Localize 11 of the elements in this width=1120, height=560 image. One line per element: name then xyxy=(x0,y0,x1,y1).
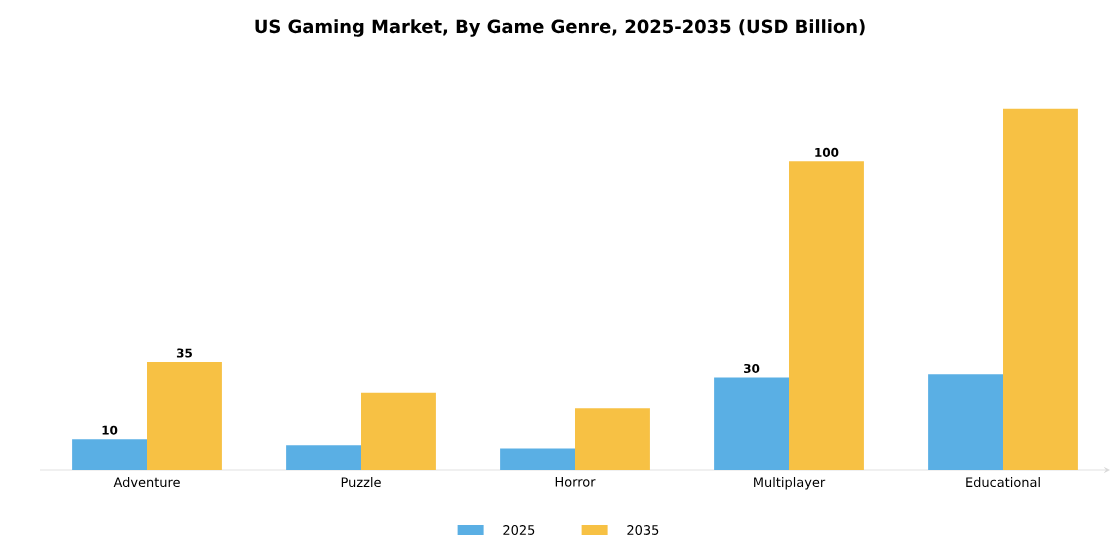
bar xyxy=(928,374,1004,470)
bar xyxy=(500,448,576,470)
bar xyxy=(789,161,864,470)
bar xyxy=(72,439,148,470)
bar xyxy=(361,392,436,470)
bar xyxy=(1003,108,1078,470)
chart-title: US Gaming Market, By Game Genre, 2025-2035 (USD Billion) xyxy=(255,19,865,37)
bar xyxy=(575,408,650,470)
bar xyxy=(286,445,362,470)
bar xyxy=(714,377,790,470)
bar xyxy=(147,361,222,470)
